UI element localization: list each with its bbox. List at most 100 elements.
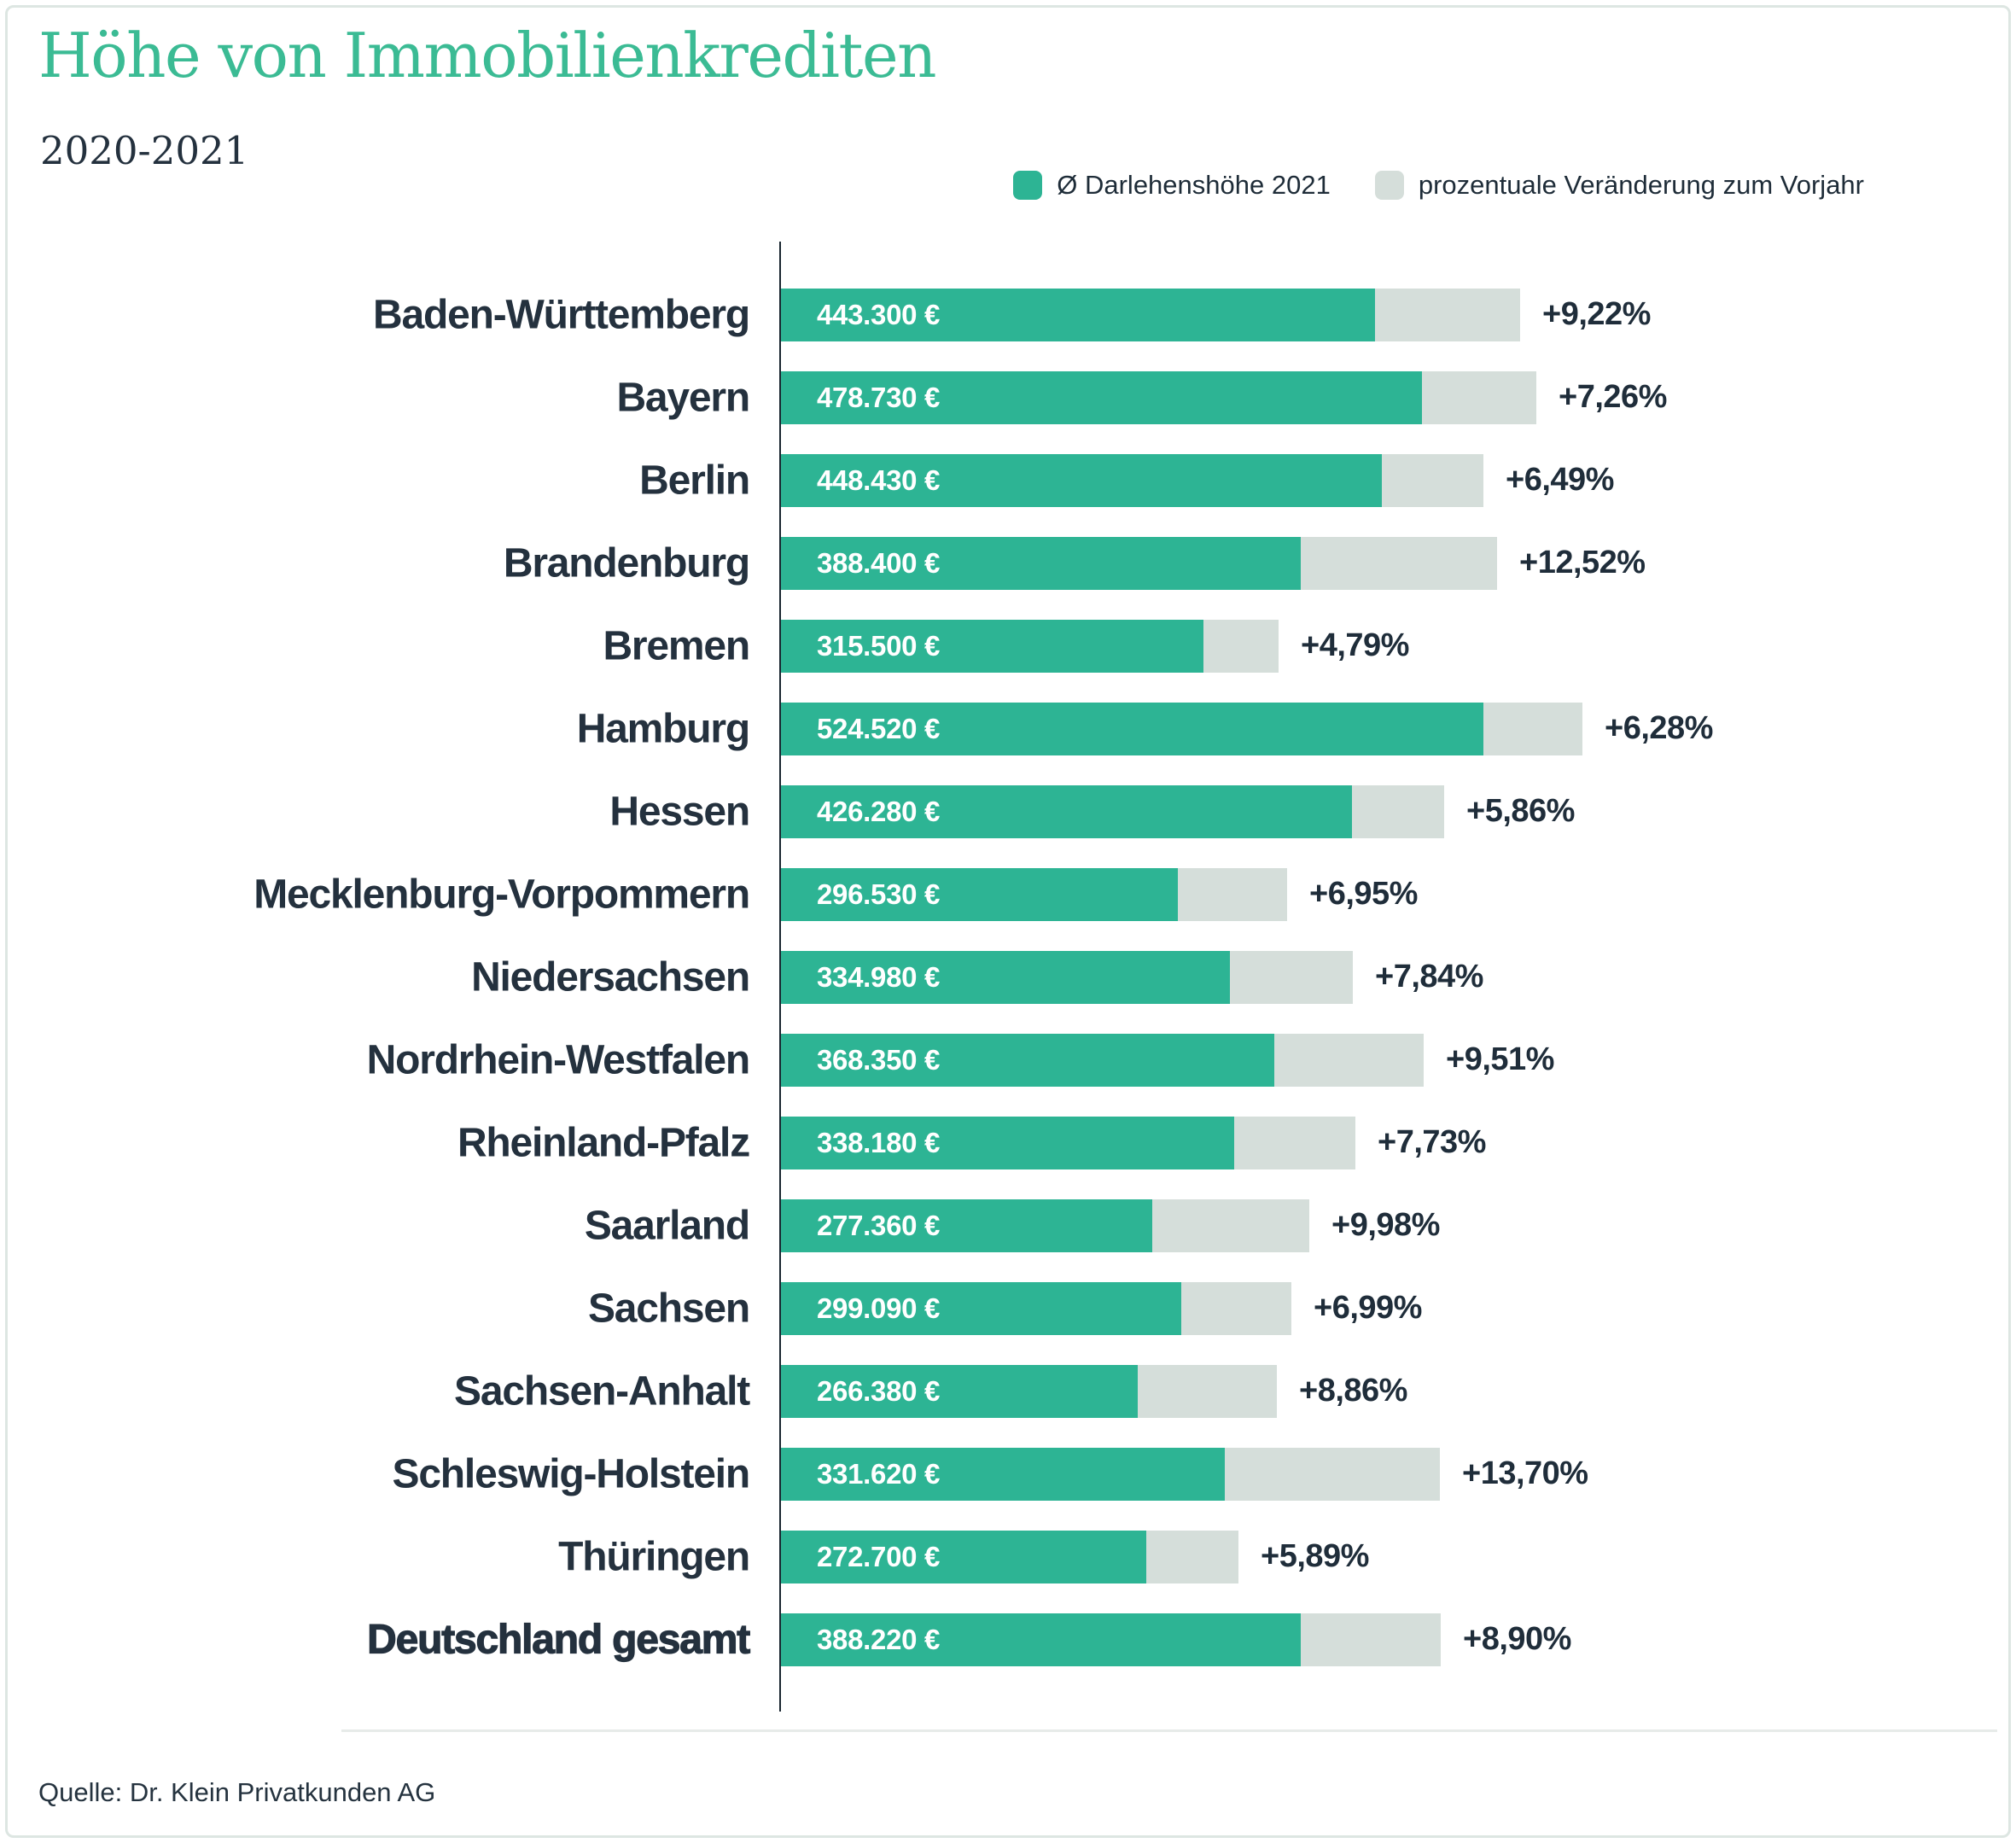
legend-label-change: prozentuale Veränderung zum Vorjahr	[1418, 170, 1864, 200]
category-label: Rheinland-Pfalz	[457, 1120, 750, 1165]
row-bars: 334.980 € +7,84%	[781, 950, 1483, 1004]
category-label: Hessen	[609, 789, 750, 834]
row-bars: 368.350 € +9,51%	[781, 1033, 1554, 1087]
footer-divider	[341, 1729, 1997, 1732]
change-bar	[1152, 1199, 1309, 1252]
row-bars: 388.220 € +8,90%	[781, 1613, 1571, 1666]
loan-amount-value-label: 448.430 €	[817, 464, 941, 496]
change-bar	[1138, 1364, 1277, 1418]
row-bars: 315.500 € +4,79%	[781, 619, 1409, 673]
change-value-label: +6,28%	[1605, 710, 1713, 746]
loan-amount-value-label: 266.380 €	[817, 1374, 941, 1407]
source-note: Quelle: Dr. Klein Privatkunden AG	[38, 1777, 436, 1807]
row-bars: 448.430 € +6,49%	[781, 453, 1614, 507]
loan-amount-bar: 331.620 €	[781, 1447, 1225, 1501]
change-bar	[1146, 1530, 1238, 1583]
change-value-label: +7,73%	[1378, 1124, 1486, 1160]
chart-row: Baden-Württemberg 443.300 € +9,22%	[0, 273, 2016, 356]
category-label: Hamburg	[576, 706, 750, 751]
loan-amount-bar: 272.700 €	[781, 1530, 1146, 1583]
legend: Ø Darlehenshöhe 2021 prozentuale Verände…	[1013, 170, 1864, 201]
loan-amount-bar: 368.350 €	[781, 1033, 1274, 1087]
change-value-label: +8,86%	[1299, 1373, 1407, 1408]
change-bar	[1483, 702, 1582, 755]
loan-amount-bar: 388.400 €	[781, 536, 1301, 590]
change-value-label: +4,79%	[1301, 627, 1409, 663]
chart-row: Mecklenburg-Vorpommern 296.530 € +6,95%	[0, 853, 2016, 936]
change-value-label: +13,70%	[1462, 1455, 1588, 1491]
row-bars: 272.700 € +5,89%	[781, 1530, 1369, 1583]
legend-item-change: prozentuale Veränderung zum Vorjahr	[1374, 170, 1864, 201]
loan-amount-value-label: 368.350 €	[817, 1043, 941, 1076]
chart-row: Nordrhein-Westfalen 368.350 € +9,51%	[0, 1018, 2016, 1101]
loan-amount-value-label: 331.620 €	[817, 1457, 941, 1490]
row-bars: 338.180 € +7,73%	[781, 1116, 1486, 1169]
chart-row: Thüringen 272.700 € +5,89%	[0, 1515, 2016, 1598]
chart-row: Saarland 277.360 € +9,98%	[0, 1184, 2016, 1267]
category-label: Bayern	[616, 375, 750, 420]
category-label: Bremen	[603, 623, 750, 668]
category-label: Niedersachsen	[471, 954, 750, 1000]
loan-amount-value-label: 277.360 €	[817, 1209, 941, 1241]
change-value-label: +9,22%	[1542, 296, 1651, 332]
change-bar	[1225, 1447, 1440, 1501]
change-bar	[1274, 1033, 1424, 1087]
change-value-label: +8,90%	[1463, 1621, 1571, 1657]
loan-amount-bar: 334.980 €	[781, 950, 1230, 1004]
change-bar	[1234, 1116, 1355, 1169]
change-value-label: +9,51%	[1446, 1041, 1554, 1077]
chart-row: Hessen 426.280 € +5,86%	[0, 770, 2016, 853]
chart-rows: Baden-Württemberg 443.300 € +9,22% Bayer…	[0, 273, 2016, 1681]
chart-row: Bremen 315.500 € +4,79%	[0, 604, 2016, 687]
change-value-label: +7,84%	[1375, 959, 1483, 994]
row-bars: 277.360 € +9,98%	[781, 1199, 1440, 1252]
loan-amount-bar: 426.280 €	[781, 784, 1352, 838]
change-bar	[1382, 453, 1483, 507]
loan-amount-bar: 448.430 €	[781, 453, 1382, 507]
chart-row: Hamburg 524.520 € +6,28%	[0, 687, 2016, 770]
change-bar	[1230, 950, 1353, 1004]
category-label: Deutschland gesamt	[367, 1616, 751, 1662]
chart-row: Schleswig-Holstein 331.620 € +13,70%	[0, 1432, 2016, 1515]
category-label: Saarland	[584, 1203, 750, 1248]
row-bars: 524.520 € +6,28%	[781, 702, 1713, 755]
loan-amount-bar: 443.300 €	[781, 288, 1375, 341]
change-value-label: +6,95%	[1309, 876, 1418, 912]
loan-amount-value-label: 299.090 €	[817, 1292, 941, 1324]
loan-amount-value-label: 524.520 €	[817, 712, 941, 744]
change-value-label: +7,26%	[1559, 379, 1667, 415]
loan-amount-value-label: 272.700 €	[817, 1540, 941, 1572]
change-bar	[1181, 1281, 1291, 1335]
category-label: Brandenburg	[503, 540, 750, 586]
chart-row: Bayern 478.730 € +7,26%	[0, 356, 2016, 439]
change-bar	[1352, 784, 1444, 838]
chart-row: Rheinland-Pfalz 338.180 € +7,73%	[0, 1101, 2016, 1184]
change-value-label: +6,49%	[1506, 462, 1614, 498]
loan-amount-value-label: 443.300 €	[817, 298, 941, 330]
loan-amount-bar: 277.360 €	[781, 1199, 1152, 1252]
row-bars: 299.090 € +6,99%	[781, 1281, 1422, 1335]
loan-amount-value-label: 296.530 €	[817, 878, 941, 910]
row-bars: 426.280 € +5,86%	[781, 784, 1575, 838]
row-bars: 296.530 € +6,95%	[781, 867, 1418, 921]
category-label: Sachsen	[587, 1286, 750, 1331]
chart-row: Niedersachsen 334.980 € +7,84%	[0, 936, 2016, 1018]
change-bar	[1301, 1613, 1441, 1666]
loan-amount-bar: 266.380 €	[781, 1364, 1138, 1418]
change-bar	[1178, 867, 1287, 921]
change-bar	[1422, 370, 1536, 424]
change-value-label: +9,98%	[1331, 1207, 1440, 1243]
legend-swatch-green-icon	[1013, 171, 1043, 200]
category-label: Schleswig-Holstein	[392, 1451, 751, 1496]
change-value-label: +12,52%	[1519, 545, 1646, 580]
legend-item-loan-amount: Ø Darlehenshöhe 2021	[1013, 170, 1331, 201]
change-value-label: +5,86%	[1466, 793, 1575, 829]
legend-label-loan-amount: Ø Darlehenshöhe 2021	[1057, 170, 1331, 200]
loan-amount-bar: 478.730 €	[781, 370, 1422, 424]
loan-amount-value-label: 315.500 €	[817, 629, 941, 662]
change-bar	[1301, 536, 1497, 590]
page-subtitle: 2020-2021	[40, 128, 249, 173]
loan-amount-bar: 338.180 €	[781, 1116, 1234, 1169]
